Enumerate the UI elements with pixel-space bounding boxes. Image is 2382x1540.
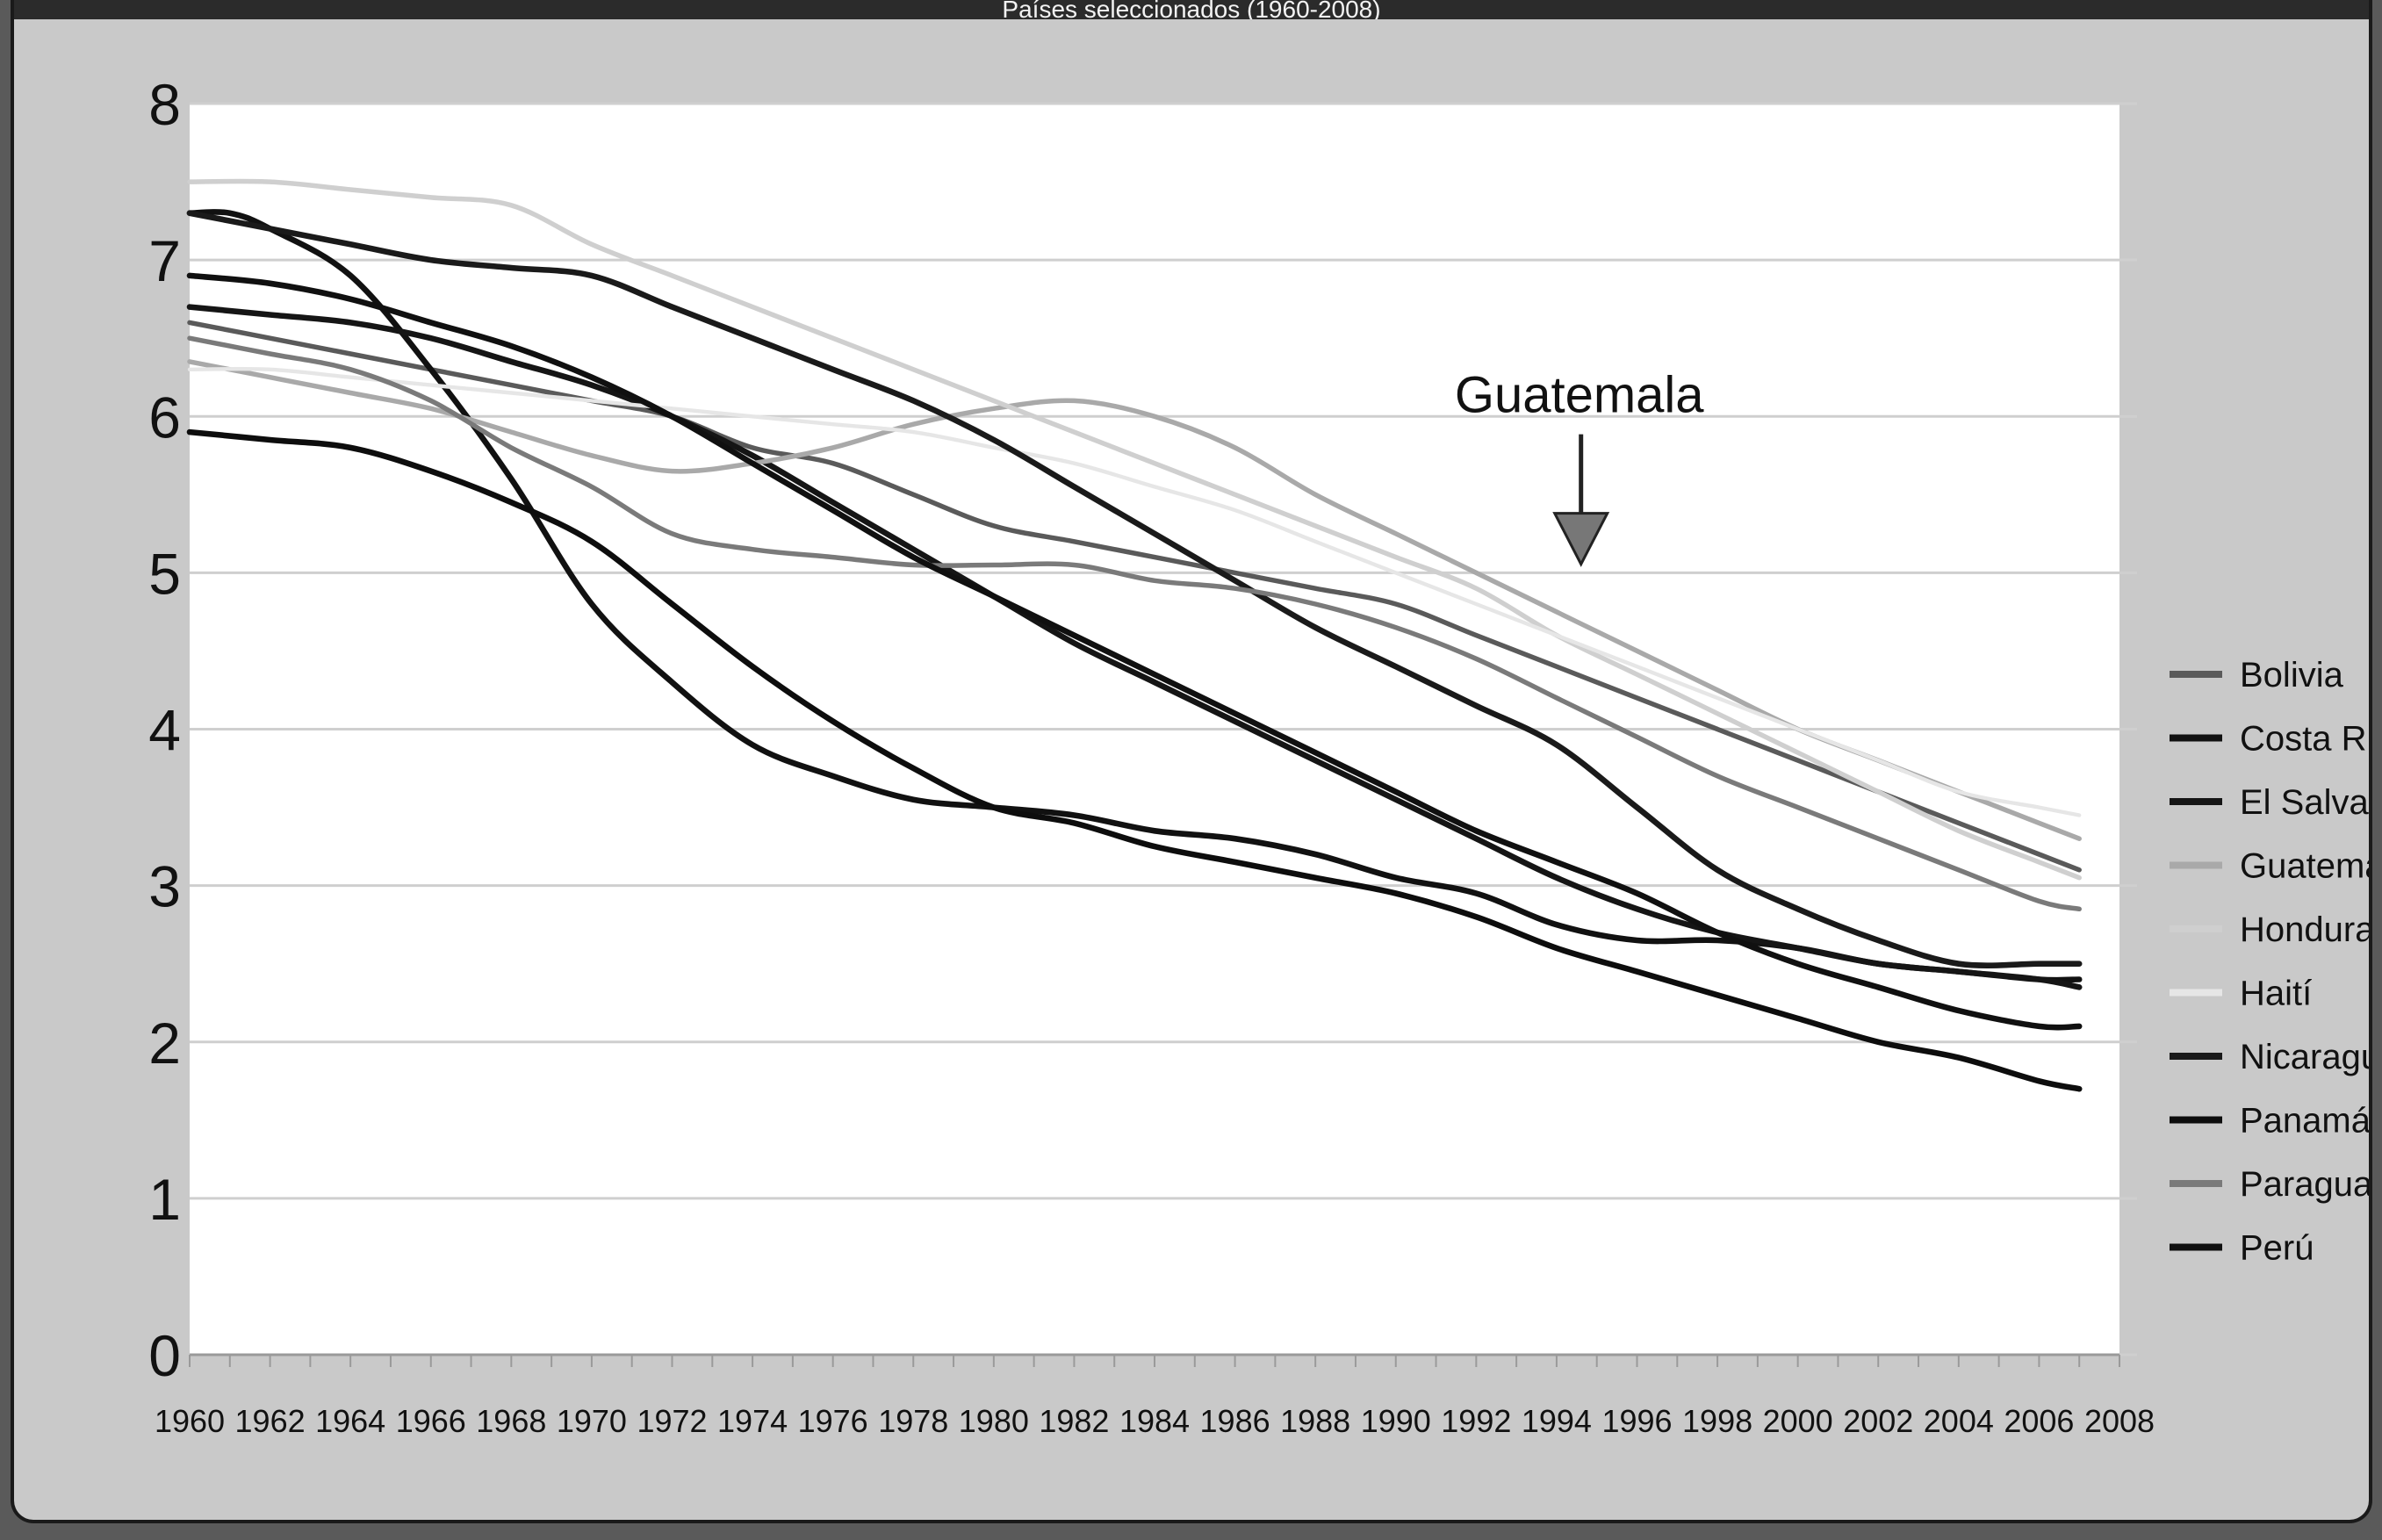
x-tick-label: 1990 [1361,1403,1431,1439]
y-tick-label: 1 [148,1167,181,1232]
series-line-honduras [187,178,2082,881]
x-tick-label: 2002 [1843,1403,1913,1439]
x-tick-label: 1988 [1280,1403,1350,1439]
gridlines [190,102,2137,1356]
x-tick-label: 1968 [476,1403,546,1439]
x-tick-label: 1998 [1682,1403,1752,1439]
legend-label-haiti: Haití [2240,975,2312,1013]
series-line-haiti [187,366,2082,817]
y-tick-label: 8 [148,72,181,137]
series-lines [186,178,2083,1092]
x-tick-label: 1970 [557,1403,627,1439]
y-tick-label: 0 [148,1323,181,1388]
legend-label-panama: Panamá [2240,1102,2371,1141]
series-line-bolivia [187,320,2082,873]
y-tick-label: 3 [148,854,181,919]
x-tick-label: 1982 [1039,1403,1109,1439]
series-line-paraguay [187,335,2082,912]
annotation-arrow-head [1552,512,1610,567]
x-tick-label: 1966 [396,1403,466,1439]
legend-label-nicaragua: Nicaragua [2240,1038,2372,1076]
x-tick-label: 1992 [1441,1403,1511,1439]
x-tick-label: 1964 [315,1403,385,1439]
y-tick-label: 5 [148,541,181,606]
series-line-el-salvador [186,304,2083,990]
x-tick-label: 1984 [1119,1403,1190,1439]
x-tick-label: 1996 [1601,1403,1672,1439]
series-line-panama [186,428,2083,1092]
x-tick-label: 1978 [878,1403,948,1439]
series-line-nicaragua [186,210,2083,968]
legend-label-costa-rica: Costa Rica [2240,720,2372,759]
line-chart: 0 1 2 3 4 5 6 7 8 1960 1962 1964 1966 1968 1970 1972 197… [148,72,2372,1439]
legend-label-paraguay: Paraguay [2240,1165,2372,1204]
x-tick-label: 1974 [717,1403,788,1439]
chart-title: Países seleccionados (1960-2008) [14,0,2369,19]
legend-label-peru: Perú [2240,1229,2314,1268]
series-line-peru [186,272,2083,1031]
legend-label-el-salvador: El Salvador [2240,783,2372,822]
axes: 0 1 2 3 4 5 6 7 8 1960 1962 1964 1966 1968 1970 1972 197… [148,72,2155,1439]
annotation: Guatemala [1455,367,1704,567]
chart-frame: Países seleccionados (1960-2008) 0 1 2 3 4 5 6… [11,0,2372,1523]
x-tick-label: 1972 [637,1403,707,1439]
x-tick-label: 1986 [1200,1403,1270,1439]
y-tick-label: 2 [148,1011,181,1076]
y-tick-label: 6 [148,385,181,450]
x-tick-label: 1962 [235,1403,306,1439]
x-tick-label: 2006 [2004,1403,2074,1439]
x-tick-label: 1994 [1522,1403,1592,1439]
legend-label-guatemala: Guatemala [2240,847,2372,886]
x-tick-label: 2000 [1763,1403,1833,1439]
x-tick-label: 1980 [959,1403,1029,1439]
annotation-label: Guatemala [1455,367,1704,424]
y-tick-label: 7 [148,228,181,293]
x-tick-label: 1976 [798,1403,868,1439]
y-tick-label: 4 [148,698,181,763]
legend: Bolivia Costa Rica El Salvador Guatemala Hon… [2170,656,2372,1268]
x-tick-label: 1960 [155,1403,225,1439]
legend-label-bolivia: Bolivia [2240,656,2344,694]
x-tick-label: 2004 [1924,1403,1994,1439]
x-tick-label: 2008 [2084,1403,2155,1439]
legend-label-honduras: Honduras [2240,910,2372,949]
